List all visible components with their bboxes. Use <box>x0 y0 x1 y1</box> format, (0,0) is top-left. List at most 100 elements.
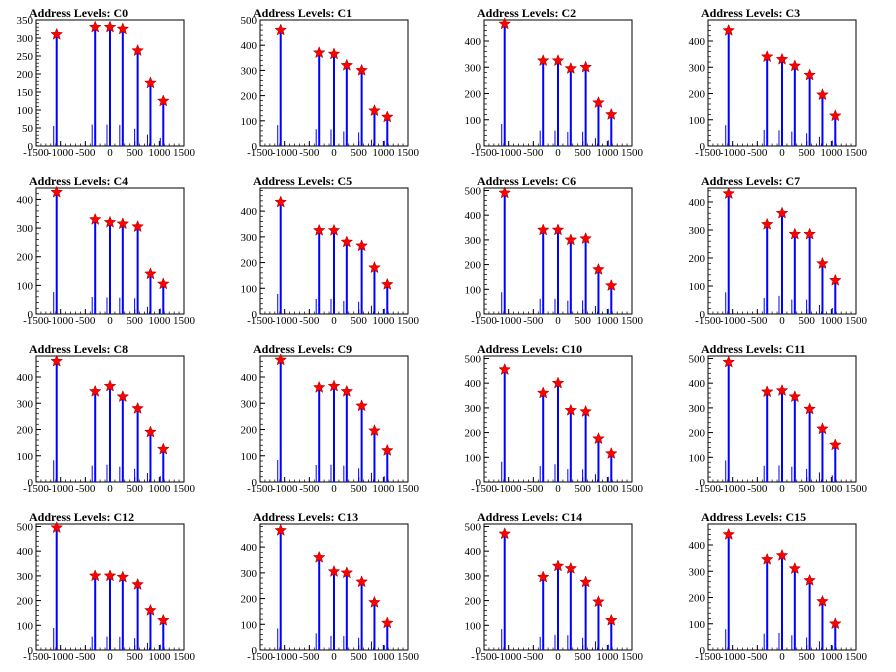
chart-title: Address Levels: C11 <box>701 342 805 356</box>
chart-title: Address Levels: C10 <box>477 342 582 356</box>
star-marker <box>368 104 381 117</box>
x-tick-label: -1000 <box>48 483 74 495</box>
y-tick-label: 200 <box>689 253 706 265</box>
x-tick-label: 1500 <box>845 147 868 159</box>
star-marker <box>274 353 288 366</box>
x-tick-label: -500 <box>299 315 320 327</box>
x-tick-label: 0 <box>331 651 337 663</box>
y-tick-label: 0 <box>28 477 34 489</box>
star-marker <box>722 355 736 368</box>
chart-title: Address Levels: C15 <box>701 510 806 524</box>
y-tick-label: 300 <box>689 403 706 415</box>
star-marker <box>536 223 550 236</box>
x-tick-label: 0 <box>107 483 113 495</box>
star-marker <box>144 267 157 280</box>
star-marker <box>760 217 774 230</box>
star-marker <box>116 217 130 230</box>
chart-title: Address Levels: C13 <box>253 510 358 524</box>
x-tick-label: 1000 <box>148 483 171 495</box>
star-marker <box>116 570 130 583</box>
y-tick-label: 200 <box>465 428 482 440</box>
x-tick-label: -1000 <box>496 315 522 327</box>
x-tick-label: -1000 <box>48 315 74 327</box>
x-tick-label: 1500 <box>397 315 420 327</box>
x-tick-label: 500 <box>574 315 591 327</box>
x-tick-label: 1500 <box>621 483 644 495</box>
star-marker <box>340 235 354 248</box>
star-marker <box>274 523 288 536</box>
y-tick-label: 0 <box>252 309 258 321</box>
x-tick-label: -500 <box>299 147 320 159</box>
x-tick-label: 0 <box>779 483 785 495</box>
x-tick-label: 500 <box>574 651 591 663</box>
y-tick-label: 250 <box>17 51 34 63</box>
chart-panel: Address Levels: C11 0 100 200 300 400 500 -1500… <box>689 342 868 495</box>
star-marker <box>722 527 736 540</box>
star-marker <box>144 603 157 616</box>
star-marker <box>340 384 354 397</box>
chart-title: Address Levels: C7 <box>701 174 800 188</box>
y-tick-label: 400 <box>689 36 706 48</box>
star-marker <box>368 595 381 608</box>
x-tick-label: -1000 <box>720 651 746 663</box>
y-tick-label: 200 <box>689 593 706 605</box>
x-tick-label: -1500 <box>695 315 721 327</box>
y-tick-label: 100 <box>465 620 482 632</box>
y-tick-label: 400 <box>689 378 706 390</box>
y-tick-label: 300 <box>465 235 482 247</box>
star-marker <box>380 110 394 123</box>
star-marker <box>803 68 816 81</box>
y-tick-label: 200 <box>17 425 34 437</box>
star-marker <box>312 380 326 393</box>
chart-title: Address Levels: C9 <box>253 342 352 356</box>
star-marker <box>803 402 816 415</box>
x-tick-label: -1000 <box>48 147 74 159</box>
y-tick-label: 400 <box>689 197 706 209</box>
star-marker <box>131 43 144 57</box>
x-tick-label: 0 <box>331 483 337 495</box>
chart-title: Address Levels: C2 <box>477 6 576 20</box>
x-tick-label: 1500 <box>845 651 868 663</box>
x-tick-label: 1000 <box>596 483 619 495</box>
y-tick-label: 200 <box>465 260 482 272</box>
star-marker <box>816 422 829 435</box>
chart-panel: Address Levels: C4 0 100 200 300 400 -1500-100… <box>17 174 196 327</box>
y-tick-label: 100 <box>241 451 258 463</box>
star-marker <box>564 403 578 416</box>
x-tick-label: 0 <box>107 651 113 663</box>
chart-title: Address Levels: C3 <box>701 6 800 20</box>
y-tick-label: 300 <box>689 62 706 74</box>
star-marker <box>380 277 394 290</box>
star-marker <box>50 354 64 367</box>
star-marker <box>88 212 102 225</box>
y-tick-label: 300 <box>241 65 258 77</box>
y-tick-label: 200 <box>465 596 482 608</box>
y-tick-label: 200 <box>465 89 482 101</box>
star-marker <box>592 262 605 275</box>
x-tick-label: -1000 <box>272 483 298 495</box>
x-tick-label: 1000 <box>148 147 171 159</box>
star-marker <box>274 195 288 208</box>
y-tick-label: 300 <box>465 571 482 583</box>
chart-title: Address Levels: C4 <box>29 174 128 188</box>
y-tick-label: 300 <box>241 568 258 580</box>
star-marker <box>498 527 512 540</box>
x-tick-label: 1000 <box>820 483 843 495</box>
star-marker <box>536 386 550 399</box>
chart-panel: Address Levels: C7 0 100 200 300 400 -1500-100… <box>689 174 868 327</box>
star-marker <box>156 277 170 290</box>
star-marker <box>604 446 618 459</box>
y-tick-label: 100 <box>465 452 482 464</box>
y-tick-label: 0 <box>700 309 706 321</box>
star-marker <box>775 383 789 396</box>
chart-panel: Address Levels: C3 0 100 200 300 400 -1500-100… <box>689 6 868 159</box>
y-tick-label: 0 <box>28 141 34 153</box>
x-tick-label: 1000 <box>372 483 395 495</box>
y-tick-label: 200 <box>689 428 706 440</box>
star-marker <box>498 17 512 30</box>
x-tick-label: 1500 <box>845 315 868 327</box>
y-tick-label: 100 <box>689 619 706 631</box>
x-tick-label: 1000 <box>820 147 843 159</box>
y-tick-label: 0 <box>252 141 258 153</box>
